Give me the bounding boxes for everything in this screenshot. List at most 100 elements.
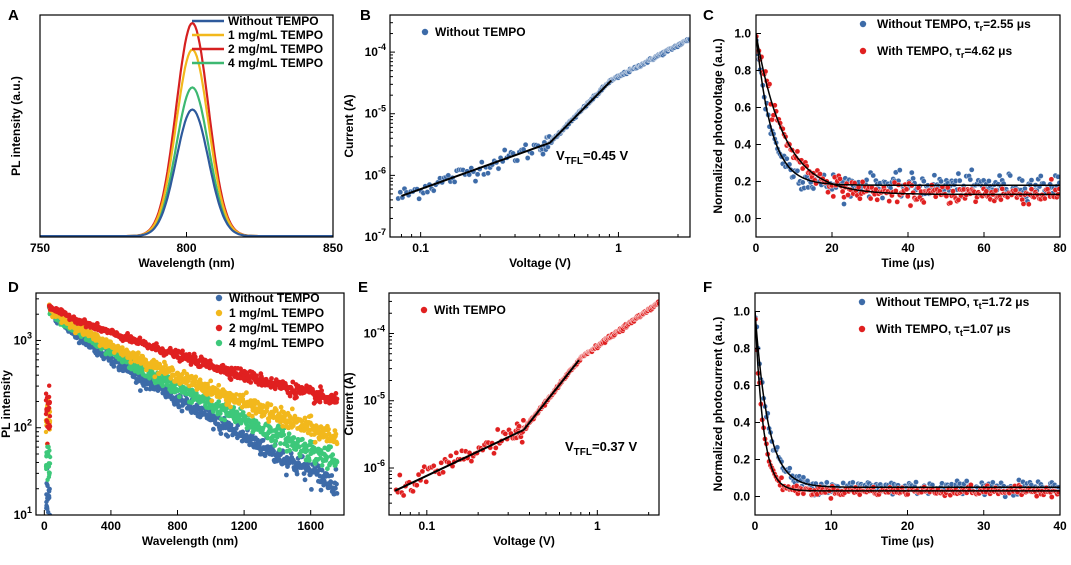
series-line <box>40 48 333 237</box>
data-point <box>910 175 916 182</box>
data-point <box>817 171 823 177</box>
data-point <box>326 426 331 432</box>
data-point <box>903 186 910 193</box>
data-point <box>45 497 50 502</box>
data-point <box>217 411 223 416</box>
data-point <box>281 432 287 438</box>
plot-frame <box>754 292 1061 516</box>
data-point <box>1012 187 1019 193</box>
data-point <box>197 377 203 383</box>
data-point <box>285 443 290 449</box>
legend-label: 2 mg/mL TEMPO <box>229 321 324 335</box>
data-point <box>950 188 956 194</box>
data-point <box>938 178 944 185</box>
data-point <box>228 422 234 428</box>
data-point <box>271 448 276 454</box>
data-point <box>799 179 806 186</box>
y-tick-label: 0.4 <box>734 138 751 152</box>
data-point <box>46 425 52 431</box>
data-point <box>856 491 863 498</box>
y-axis-label: Current (A) <box>342 372 356 435</box>
y-tick-label: 101 <box>14 505 32 522</box>
data-point <box>193 374 199 380</box>
data-point <box>996 172 1003 179</box>
x-tick-label: 20 <box>825 241 839 255</box>
data-point <box>44 503 49 508</box>
panel-label: C <box>703 7 714 24</box>
data-point <box>240 410 246 415</box>
data-point <box>228 377 234 382</box>
y-tick-label: 0.6 <box>733 379 750 393</box>
data-point <box>312 439 318 445</box>
data-point <box>292 460 298 465</box>
data-point <box>447 452 454 459</box>
data-point <box>244 390 249 396</box>
x-tick-label: 0 <box>753 241 760 255</box>
data-point <box>277 447 282 453</box>
data-point <box>955 170 962 177</box>
data-point <box>47 454 53 460</box>
x-tick-label: 400 <box>101 519 121 533</box>
data-point <box>194 391 199 396</box>
x-axis-label: Wavelength (nm) <box>138 256 234 270</box>
data-point <box>410 488 416 495</box>
y-tick-label: 10-6 <box>365 165 386 182</box>
x-tick-label: 800 <box>176 241 196 255</box>
data-point <box>179 408 185 414</box>
data-point <box>514 157 521 164</box>
data-point <box>886 198 893 204</box>
data-point <box>1042 195 1048 202</box>
data-point <box>284 472 289 478</box>
data-point <box>907 202 914 209</box>
data-point <box>329 473 335 478</box>
legend-marker <box>858 325 866 333</box>
data-point <box>839 188 846 195</box>
data-point <box>424 189 431 195</box>
data-point <box>419 468 426 475</box>
data-point <box>416 195 422 202</box>
data-point <box>280 450 286 455</box>
data-point <box>47 470 52 476</box>
data-point <box>190 388 196 394</box>
data-point <box>278 441 283 446</box>
data-point <box>47 414 53 419</box>
data-point <box>415 471 422 478</box>
data-point <box>111 364 117 369</box>
legend-label: Without TEMPO <box>229 291 320 305</box>
data-point <box>302 477 308 483</box>
data-point <box>1038 173 1044 179</box>
data-point <box>397 189 404 195</box>
legend-marker <box>421 28 429 36</box>
data-point <box>334 459 340 465</box>
series-line <box>40 108 333 237</box>
data-point <box>998 196 1004 203</box>
data-point <box>963 478 970 484</box>
data-point <box>430 187 437 194</box>
legend-marker <box>859 47 867 55</box>
y-axis-label: Normalized photocurrent (a.u.) <box>711 317 725 492</box>
data-point <box>992 187 999 194</box>
fit-curve <box>756 33 1060 186</box>
panel-label: E <box>358 279 368 296</box>
plot-frame <box>755 14 1061 238</box>
data-point <box>413 482 420 489</box>
legend-label: 2 mg/mL TEMPO <box>228 42 323 56</box>
data-point <box>1026 201 1032 207</box>
data-point <box>46 407 51 413</box>
data-point <box>265 435 271 441</box>
x-tick-label: 10 <box>825 519 839 533</box>
data-point <box>278 404 284 410</box>
data-point <box>330 452 336 458</box>
data-point <box>319 467 325 473</box>
data-point <box>318 384 323 390</box>
data-point <box>423 478 430 485</box>
y-tick-label: 0.0 <box>733 490 750 504</box>
data-point <box>46 487 51 493</box>
data-point <box>859 179 866 185</box>
plot-frame <box>39 14 334 238</box>
data-point <box>440 469 446 476</box>
data-point <box>319 463 325 468</box>
y-tick-label: 1.0 <box>734 27 751 41</box>
data-point <box>956 177 963 184</box>
data-point <box>46 461 51 466</box>
